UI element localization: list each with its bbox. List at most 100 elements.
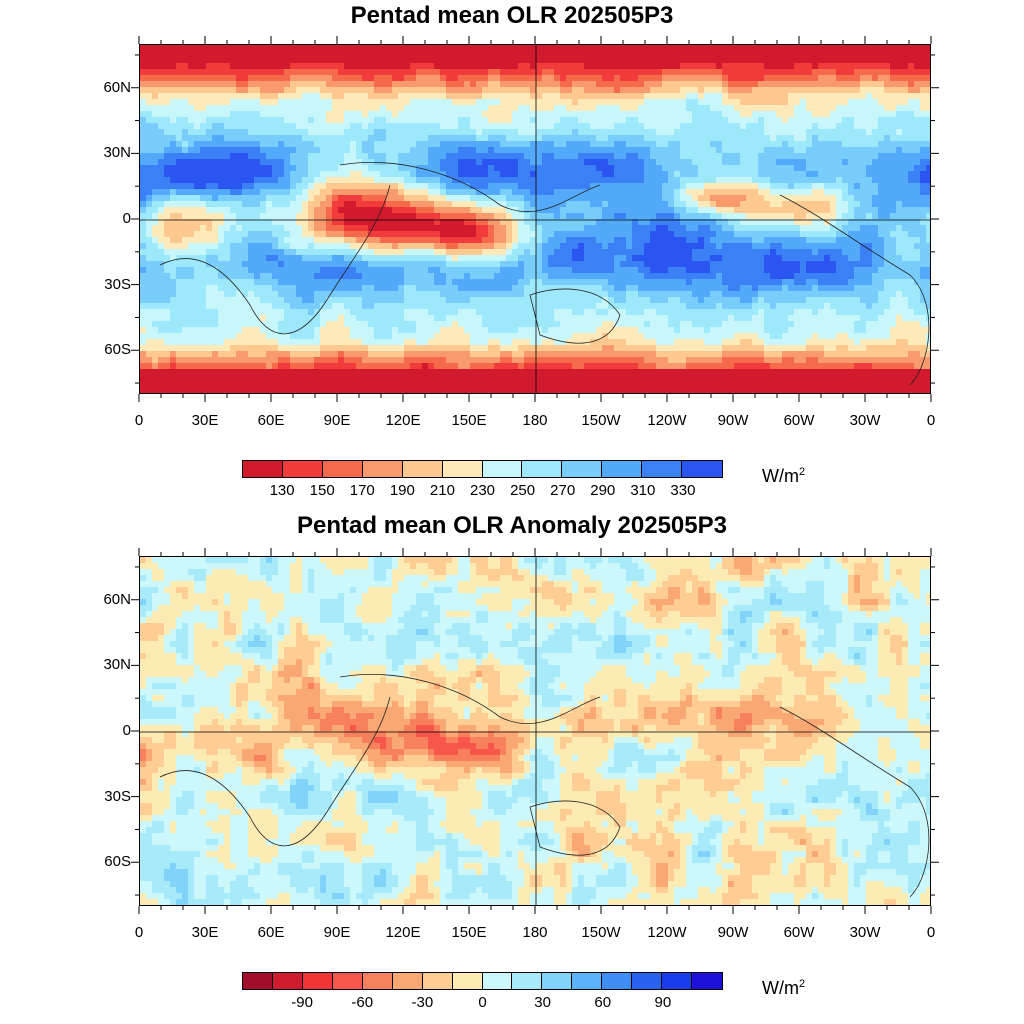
longitude-label: 150W xyxy=(581,924,621,941)
latitude-label: 30S xyxy=(104,787,131,805)
colorbar-swatch xyxy=(442,461,483,477)
colorbar-swatch xyxy=(362,461,403,477)
latitude-label: 30N xyxy=(103,656,131,674)
colorbar-swatch xyxy=(243,461,283,477)
longitude-label: 0 xyxy=(134,924,144,941)
colorbar-swatch xyxy=(282,461,323,477)
longitude-label: 60E xyxy=(257,924,285,941)
colorbar-tick-label: -60 xyxy=(351,994,374,1011)
olr-anomaly-map[interactable] xyxy=(139,556,931,906)
colorbar-tick-label: 310 xyxy=(630,482,656,499)
colorbar-swatch xyxy=(402,461,443,477)
longitude-label: 120W xyxy=(647,412,687,429)
colorbar-swatch xyxy=(482,973,513,989)
colorbar-tick-label: 250 xyxy=(510,482,536,499)
latitude-label: 60N xyxy=(103,78,131,96)
colorbar-swatch xyxy=(572,973,603,989)
longitude-label: 120E xyxy=(385,924,421,941)
longitude-label: 30W xyxy=(849,924,881,941)
colorbar-swatch xyxy=(642,461,683,477)
colorbar-tick-label: 0 xyxy=(478,994,487,1011)
colorbar-swatch xyxy=(662,973,693,989)
longitude-label: 60E xyxy=(257,412,285,429)
longitude-label: 60W xyxy=(783,924,815,941)
longitude-label: 150W xyxy=(581,412,621,429)
colorbar-swatch xyxy=(302,973,333,989)
panel1-title: Pentad mean OLR 202505P3 xyxy=(350,2,674,29)
colorbar-tick-label: -90 xyxy=(291,994,313,1011)
longitude-label: 60W xyxy=(783,412,815,429)
colorbar-swatch xyxy=(512,973,543,989)
longitude-label: 150E xyxy=(451,924,487,941)
colorbar-tick-label: 30 xyxy=(534,994,551,1011)
coastline xyxy=(339,674,601,725)
colorbar-anomaly xyxy=(242,972,723,990)
latitude-label: 60S xyxy=(104,853,131,871)
coastline xyxy=(529,800,621,856)
colorbar-swatch xyxy=(682,461,723,477)
latitude-label: 30S xyxy=(104,275,131,293)
latitude-label: 60S xyxy=(104,341,131,359)
colorbar-tick-label: 170 xyxy=(349,482,375,499)
latitude-label: 0 xyxy=(122,722,131,739)
colorbar-anomaly-unit: W/m2 xyxy=(762,978,806,998)
coastline xyxy=(339,162,601,213)
olr-mean-map[interactable] xyxy=(139,44,931,394)
colorbar-swatch xyxy=(332,973,363,989)
latitude-label: 30N xyxy=(103,144,131,162)
colorbar-mean-unit: W/m2 xyxy=(762,466,806,486)
longitude-label: 120W xyxy=(647,924,687,941)
longitude-label: 30E xyxy=(191,924,219,941)
longitude-label: 0 xyxy=(926,924,936,941)
colorbar-mean xyxy=(242,460,723,478)
longitude-label: 90W xyxy=(717,412,749,429)
coastline xyxy=(529,288,621,344)
latitude-label: 0 xyxy=(122,210,131,227)
coastline xyxy=(779,194,930,386)
olr-mean-field xyxy=(140,45,930,393)
longitude-label: 0 xyxy=(926,412,936,429)
colorbar-tick-label: 90 xyxy=(654,994,672,1011)
longitude-label: 30W xyxy=(849,412,881,429)
colorbar-swatch xyxy=(602,461,643,477)
latitude-label: 60N xyxy=(103,590,131,608)
colorbar-swatch xyxy=(632,973,663,989)
colorbar-tick-label: 210 xyxy=(429,482,455,499)
longitude-label: 150E xyxy=(451,412,487,429)
colorbar-tick-label: 330 xyxy=(670,482,696,499)
colorbar-swatch xyxy=(272,973,303,989)
longitude-label: 180 xyxy=(522,924,548,941)
colorbar-swatch xyxy=(392,973,423,989)
coastline xyxy=(159,696,391,847)
colorbar-swatch xyxy=(542,973,573,989)
colorbar-tick-label: 60 xyxy=(594,994,612,1011)
colorbar-swatch xyxy=(482,461,523,477)
colorbar-swatch xyxy=(692,973,722,989)
colorbar-swatch xyxy=(522,461,563,477)
colorbar-tick-label: 190 xyxy=(389,482,415,499)
longitude-label: 180 xyxy=(522,412,548,429)
longitude-label: 0 xyxy=(134,412,144,429)
longitude-label: 90E xyxy=(323,924,351,941)
colorbar-tick-label: 130 xyxy=(269,482,295,499)
longitude-label: 120E xyxy=(385,412,421,429)
colorbar-tick-label: 290 xyxy=(590,482,616,499)
longitude-label: 90E xyxy=(323,412,351,429)
colorbar-swatch xyxy=(422,973,453,989)
colorbar-swatch xyxy=(243,973,273,989)
panel2-title: Pentad mean OLR Anomaly 202505P3 xyxy=(297,512,727,539)
colorbar-swatch xyxy=(562,461,603,477)
colorbar-tick-label: 150 xyxy=(309,482,335,499)
colorbar-swatch xyxy=(452,973,483,989)
colorbar-swatch xyxy=(362,973,393,989)
longitude-label: 30E xyxy=(191,412,219,429)
coastline xyxy=(159,184,391,335)
colorbar-swatch xyxy=(322,461,363,477)
colorbar-tick-label: 270 xyxy=(550,482,576,499)
colorbar-swatch xyxy=(602,973,633,989)
olr-anomaly-field xyxy=(140,557,930,905)
longitude-label: 90W xyxy=(717,924,749,941)
coastline xyxy=(779,706,930,898)
colorbar-tick-label: 230 xyxy=(469,482,496,499)
colorbar-tick-label: -30 xyxy=(411,994,434,1011)
